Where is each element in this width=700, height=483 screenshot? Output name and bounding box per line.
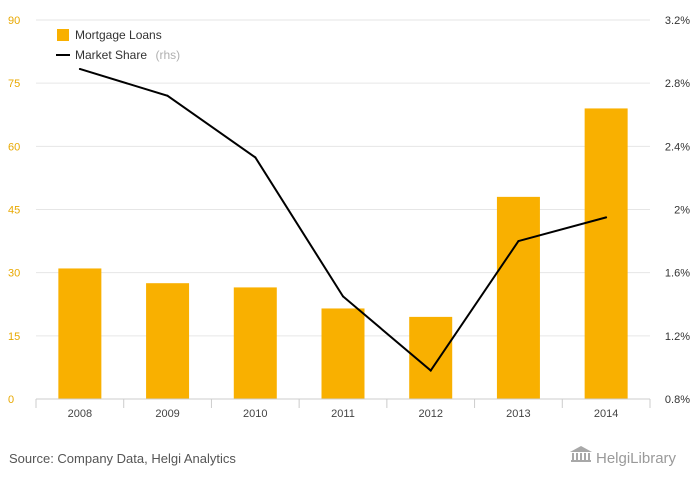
- library-building-icon: [570, 446, 592, 462]
- x-tick-label-2014: 2014: [594, 408, 618, 420]
- x-tick-label-2008: 2008: [68, 408, 92, 420]
- x-tick-label-2013: 2013: [506, 408, 530, 420]
- right-tick-label-4: 2.4%: [665, 141, 690, 153]
- market-share-point-2008: [78, 67, 81, 70]
- market-share-point-2011: [342, 295, 344, 298]
- bar-2013: [496, 196, 540, 399]
- x-tick-label-2010: 2010: [243, 408, 267, 420]
- bar-2011: [321, 308, 365, 399]
- x-tick-label-2009: 2009: [155, 408, 179, 420]
- legend-label-market-share-suffix: (rhs): [155, 48, 180, 62]
- market-share-point-2013: [517, 240, 520, 243]
- x-tick-label-2012: 2012: [418, 408, 442, 420]
- line-series-market-share: [78, 67, 608, 373]
- left-tick-label-75: 75: [8, 78, 20, 90]
- right-tick-label-6: 3.2%: [665, 15, 690, 27]
- bar-2009: [146, 283, 190, 399]
- legend-label-market-share: Market Share (rhs): [75, 46, 180, 63]
- market-share-point-2010: [254, 156, 257, 159]
- gridlines: [36, 19, 650, 337]
- legend: Mortgage Loans Market Share (rhs): [56, 28, 180, 63]
- market-share-point-2014: [605, 216, 608, 219]
- legend-label-mortgage-loans: Mortgage Loans: [75, 28, 162, 42]
- right-tick-label-1: 1.2%: [665, 331, 690, 343]
- left-tick-label-30: 30: [8, 268, 20, 280]
- left-tick-label-45: 45: [8, 205, 20, 217]
- helgi-library-logo: HelgiLibrary: [570, 446, 677, 467]
- right-tick-label-5: 2.8%: [665, 78, 690, 90]
- bar-2014: [584, 108, 628, 399]
- right-tick-label-3: 2%: [674, 205, 690, 217]
- market-share-point-2012: [429, 369, 432, 372]
- bar-2010: [233, 287, 277, 399]
- market-share-point-2009: [166, 94, 169, 97]
- source-note: Source: Company Data, Helgi Analytics: [9, 451, 236, 466]
- x-tick-label-2011: 2011: [331, 408, 355, 420]
- left-tick-label-90: 90: [8, 15, 20, 27]
- axes: 0 15 30 45 60 75 90 0.8% 1.2% 1.6% 2% 2.4% 2.8% 3.2% 2…: [8, 15, 690, 420]
- logo-text: HelgiLibrary: [596, 450, 677, 467]
- legend-swatch-mortgage-loans: [57, 29, 69, 41]
- right-tick-label-2: 1.6%: [665, 268, 690, 280]
- left-tick-label-0: 0: [8, 394, 14, 406]
- left-tick-label-15: 15: [8, 331, 20, 343]
- bar-series-mortgage-loans: [58, 108, 628, 399]
- right-tick-label-0: 0.8%: [665, 394, 690, 406]
- bar-2008: [58, 268, 102, 399]
- left-tick-label-60: 60: [8, 141, 20, 153]
- legend-label-market-share-text: Market Share: [75, 48, 147, 62]
